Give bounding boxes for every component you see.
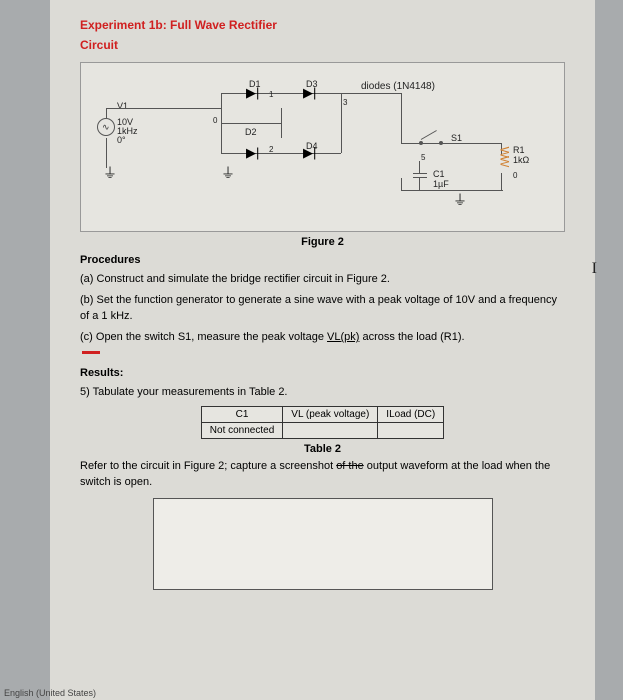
wire [413, 173, 427, 174]
wire [106, 108, 221, 109]
wire [401, 143, 501, 144]
diode-icon: ▶| [303, 85, 316, 101]
ground-icon: ⏚ [103, 163, 117, 183]
experiment-title: Experiment 1b: Full Wave Rectifier [80, 18, 565, 32]
after-pre: Refer to the circuit in Figure 2; captur… [80, 460, 336, 472]
procedure-b: (b) Set the function generator to genera… [80, 293, 565, 324]
text-cursor: I [592, 260, 597, 278]
after-strike: of the [336, 460, 364, 472]
c1-label: C1 [433, 169, 445, 179]
wire [221, 123, 281, 124]
proc-c-pre: (c) Open the switch S1, measure the peak… [80, 331, 327, 343]
n2-label: 2 [269, 145, 273, 154]
document-page: Experiment 1b: Full Wave Rectifier Circu… [50, 0, 595, 700]
wire [341, 93, 401, 94]
wire [401, 190, 503, 191]
procedure-c: (c) Open the switch S1, measure the peak… [80, 330, 565, 361]
wire [401, 178, 402, 190]
results-item5: 5) Tabulate your measurements in Table 2… [80, 385, 565, 400]
th-c1: C1 [201, 407, 283, 423]
n1-label: 1 [269, 90, 273, 99]
circuit-subtitle: Circuit [80, 38, 565, 52]
figure-caption: Figure 2 [80, 236, 565, 248]
s1-label: S1 [451, 133, 462, 143]
v1-label: V1 [117, 101, 128, 111]
v1-phase: 0° [117, 135, 126, 145]
r1-val: 1kΩ [513, 155, 529, 165]
screenshot-placeholder [153, 498, 493, 590]
table-row: C1 VL (peak voltage) ILoad (DC) [201, 407, 443, 423]
wire [419, 161, 420, 173]
results-heading: Results: [80, 367, 565, 379]
ground-icon: ⏚ [453, 190, 467, 210]
red-underline-icon [82, 351, 100, 354]
r1-label: R1 [513, 145, 525, 155]
wire [501, 173, 502, 190]
wire [341, 93, 342, 153]
switch-icon [421, 130, 437, 140]
td-vl [283, 423, 378, 439]
n3-label: 3 [343, 98, 347, 107]
after-table-text: Refer to the circuit in Figure 2; captur… [80, 459, 565, 490]
wire [221, 93, 341, 94]
wire [413, 177, 427, 178]
d2-label: D2 [245, 127, 257, 137]
diode-icon: ▶| [246, 145, 259, 161]
n0-label: 0 [213, 116, 217, 125]
ground-icon: ⏚ [221, 163, 235, 183]
wire [221, 153, 341, 154]
wire [281, 108, 282, 138]
sine-icon: ∿ [102, 122, 110, 133]
r1-node0: 0 [513, 171, 517, 180]
node [439, 141, 443, 145]
wire [419, 178, 420, 190]
n5-label: 5 [421, 153, 425, 162]
source-icon: ∿ [97, 118, 115, 136]
c1-val: 1µF [433, 179, 449, 189]
resistor-icon: WW [497, 147, 511, 166]
table-row: Not connected [201, 423, 443, 439]
table-2: C1 VL (peak voltage) ILoad (DC) Not conn… [201, 406, 444, 439]
diode-icon: ▶| [246, 85, 259, 101]
circuit-figure: diodes (1N4148) ∿ V1 10V 1kHz 0° D1 ▶| 1… [80, 62, 565, 232]
procedures-heading: Procedures [80, 254, 565, 266]
proc-c-vl: VL(pk) [327, 331, 359, 343]
th-iload: ILoad (DC) [378, 407, 444, 423]
language-footer: English (United States) [4, 688, 96, 698]
table-caption: Table 2 [80, 443, 565, 455]
td-iload [378, 423, 444, 439]
diodes-label: diodes (1N4148) [361, 81, 435, 92]
th-vl: VL (peak voltage) [283, 407, 378, 423]
proc-c-post: across the load (R1). [359, 331, 464, 343]
node [419, 141, 423, 145]
wire [401, 93, 402, 143]
wire [106, 108, 107, 118]
diode-icon: ▶| [303, 145, 316, 161]
procedure-a: (a) Construct and simulate the bridge re… [80, 272, 565, 287]
td-c1: Not connected [201, 423, 283, 439]
